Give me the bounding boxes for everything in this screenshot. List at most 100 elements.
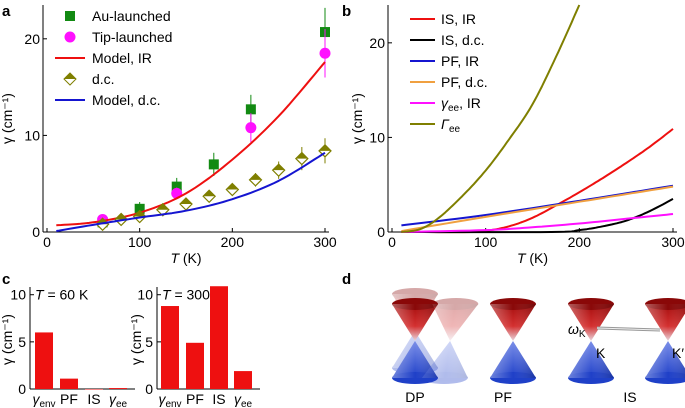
panel-c-chart-2-y-tick-label: 5 (145, 334, 153, 350)
panel-d-label-dp-part: DP (405, 389, 424, 405)
panel-a-x-label-part: (K) (179, 250, 202, 266)
panel-a-x-label: T (K) (170, 250, 201, 266)
panel-label-c-part: c (2, 271, 10, 288)
panel-a-tip-launched-legend-label-part: Tip-launched (92, 29, 172, 45)
panel-c-chart-1-category-label-part: env (39, 399, 55, 408)
omega-k-label-part: K (579, 329, 586, 340)
panel-c-chart-1-title-part: T (35, 287, 45, 303)
panel-c-chart-1-category-label: γee (109, 391, 128, 408)
panel-c-chart-2-category-label-part: ee (241, 399, 253, 408)
panel-b-x-tick-label-part: 200 (568, 234, 592, 250)
panel-a-d-c--point-fill (156, 203, 169, 210)
panel-a-model-ir-legend-label: Model, IR (92, 50, 152, 66)
panel-a-d-c--legend-swatch-fill (64, 73, 76, 79)
panel-label-a-part: a (2, 3, 11, 20)
panel-c-chart-2-y-tick-label: 0 (145, 381, 153, 397)
panel-b-y-label: γ (cm⁻¹) (349, 93, 365, 144)
k-point-label-part: K (596, 345, 606, 361)
panel-b-γee-line (401, 4, 581, 233)
panel-a-y-label: γ (cm⁻¹) (0, 93, 15, 144)
cone-is-k (568, 298, 614, 384)
panel-b-γee-ir-legend-label-part: γ (441, 95, 449, 111)
panel-c-chart-2-category-label-part: IS (212, 391, 225, 407)
panel-a-d-c--point-fill (180, 197, 192, 204)
panel-c-chart-1-y-label: γ (cm⁻¹) (0, 314, 15, 365)
panel-b-x-tick-label: 0 (388, 234, 396, 250)
panel-b-x-label-part: T (517, 250, 527, 266)
panel-c-chart-2-bar (186, 342, 204, 389)
panel-c-chart-1-bar (60, 378, 78, 389)
panel-c-chart-2-bar (210, 286, 228, 389)
panel-b-is-ir-legend-label-part: IS, IR (441, 11, 476, 27)
panel-a-au-launched-legend-swatch (65, 11, 75, 21)
panel-label-d: d (342, 271, 351, 288)
cone-is-kprime (645, 298, 685, 384)
panel-c-chart-2-bar (234, 371, 252, 389)
panel-label-d-part: d (342, 271, 351, 288)
cone-is-k-shade (568, 304, 614, 378)
panel-a-tip-launched-legend-label: Tip-launched (92, 29, 172, 45)
panel-a-d-c--point-fill (115, 213, 128, 220)
panel-a-y-tick-label-part: 10 (24, 127, 40, 143)
panel-c-chart-1-bar (35, 332, 53, 389)
panel-a-y-tick-label-part: 0 (32, 224, 40, 240)
panel-c-chart-1-bar (109, 388, 127, 389)
panel-a-x-tick-label-part: 0 (43, 234, 51, 250)
panel-c-chart-2-y-label-part: γ (cm⁻¹) (128, 314, 144, 365)
panel-c-chart-1-category-label: γenv (32, 391, 55, 408)
panel-a-tip-launched-legend-swatch (64, 31, 76, 43)
panel-c-chart-2-category-label: γee (234, 391, 253, 408)
panel-a-x-tick-label-part: 300 (313, 234, 337, 250)
panel-b-pf-d-c--line (401, 185, 674, 233)
panel-c-chart-1-y-tick-label: 0 (18, 381, 26, 397)
panel-a-x-tick-label: 0 (43, 234, 51, 250)
panel-c-chart-2-y-tick-label-part: 0 (145, 381, 153, 397)
panel-a-tip-launched-point (319, 47, 331, 59)
panel-b-pf-d-c--legend-label: PF, d.c. (441, 74, 488, 90)
cone-pf-shifted (421, 298, 479, 384)
panel-c-chart-1-bar (85, 389, 103, 390)
panel-d-label-pf: PF (494, 389, 512, 405)
panel-a-x-label-part: T (170, 250, 180, 266)
k-prime-point-label-part: K′ (672, 345, 684, 361)
panel-b-γee-legend-label-part: ee (449, 124, 461, 135)
panel-b-x-tick-label-part: 300 (661, 234, 685, 250)
panel-a-x-tick-label-part: 200 (221, 234, 245, 250)
panel-b-γee-legend-label-part: Γ (441, 116, 450, 132)
panel-c-chart-2-bar (161, 306, 179, 389)
cone-pf-shade (490, 304, 536, 378)
panel-a-model-d-c--line (56, 151, 326, 232)
panel-b-y-tick-label-part: 10 (369, 129, 385, 145)
panel-b-γee-legend-label: Γee (441, 116, 461, 135)
panel-c-chart-1-y-tick-label: 5 (18, 334, 26, 350)
panel-c-chart-2-y-label: γ (cm⁻¹) (128, 314, 144, 365)
panel-a-model-d-c--legend-label-part: Model, d.c. (92, 92, 160, 108)
panel-b-γee-ir-legend-label-part: ee (448, 103, 460, 114)
panel-d-label-dp: DP (405, 389, 424, 405)
panel-b-x-tick-label: 100 (474, 234, 498, 250)
panel-b-x-tick-label-part: 100 (474, 234, 498, 250)
panel-b-x-label-part: (K) (526, 250, 549, 266)
omega-k-label-part: ω (568, 321, 579, 337)
panel-a-d-c--point-fill (133, 210, 146, 217)
panel-label-a: a (2, 3, 11, 20)
panel-c-chart-2-category-label: IS (212, 391, 225, 407)
panel-c-chart-1-title-part: = 60 K (44, 287, 89, 303)
panel-b-y-tick-label-part: 20 (369, 35, 385, 51)
panel-a-d-c--point-fill (272, 164, 285, 171)
panel-a-model-d-c--legend-label: Model, d.c. (92, 92, 160, 108)
panel-a-tip-launched-point (245, 122, 257, 134)
panel-a-d-c--point-fill (249, 173, 262, 180)
panel-a-d-c--legend-label: d.c. (92, 71, 115, 87)
panel-b-y-tick-label: 10 (369, 129, 385, 145)
k-point-label: K (596, 345, 606, 361)
k-prime-point-label: K′ (672, 345, 684, 361)
panel-a-y-tick-label: 0 (32, 224, 40, 240)
panel-a-y-tick-label: 20 (24, 31, 40, 47)
panel-a-d-c--legend-label-part: d.c. (92, 71, 115, 87)
panel-b-pf-ir-legend-label: PF, IR (441, 53, 479, 69)
panel-d-label-is: IS (623, 389, 636, 405)
panel-c-chart-1-category-label: IS (87, 391, 100, 407)
panel-a-au-launched-point (134, 203, 145, 214)
